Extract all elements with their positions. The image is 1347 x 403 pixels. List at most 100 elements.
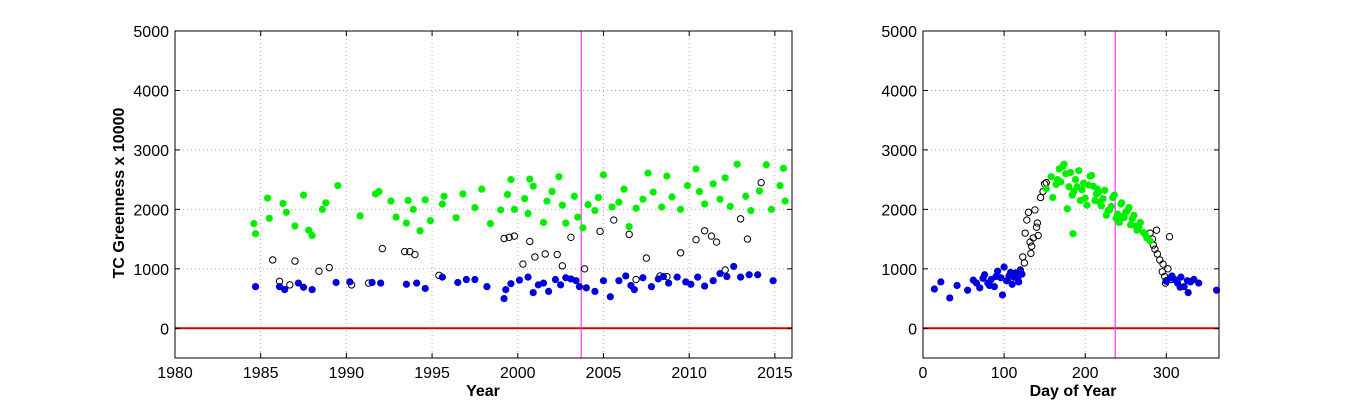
y-tick-label: 2000 <box>881 202 917 219</box>
tick-labels: 1980 1985 1990 1995 2000 2005 2010 2015 0 1000 200… <box>133 24 792 382</box>
data-point-blue <box>251 283 260 291</box>
data-point-open <box>712 238 721 246</box>
data-points <box>930 160 1221 302</box>
data-point-open <box>510 232 519 240</box>
data-point-blue <box>1015 278 1023 286</box>
data-point-green <box>625 223 633 231</box>
data-point-blue <box>606 293 614 301</box>
data-point-green <box>755 187 764 195</box>
x-tick-label: 2000 <box>500 365 536 382</box>
data-point-blue <box>998 291 1007 299</box>
data-point-open <box>325 263 333 272</box>
data-point-green <box>668 193 676 201</box>
data-point-blue <box>462 275 470 284</box>
data-point-blue <box>745 271 753 279</box>
data-point-blue <box>500 294 508 303</box>
data-point-green <box>1079 179 1088 187</box>
y-tick-label: 0 <box>160 321 169 338</box>
data-point-green <box>1042 184 1050 193</box>
data-point-green <box>524 209 532 218</box>
data-point-green <box>1076 196 1084 205</box>
x-tick-label: 0 <box>919 365 928 382</box>
data-point-green <box>584 201 592 209</box>
data-point-green <box>632 204 640 212</box>
data-point-open <box>378 244 387 253</box>
data-point-green <box>416 227 424 235</box>
data-point-blue <box>687 280 695 288</box>
data-point-green <box>548 187 556 196</box>
data-point-green <box>579 224 587 232</box>
data-point-green <box>676 205 685 213</box>
data-point-blue <box>1010 273 1018 281</box>
data-point-blue <box>413 279 421 287</box>
data-point-green <box>663 172 671 180</box>
data-point-green <box>404 196 412 205</box>
data-point-green <box>599 171 608 179</box>
data-point-blue <box>557 281 565 289</box>
data-point-blue <box>1018 270 1026 278</box>
data-point-blue <box>716 269 724 278</box>
y-tick-label: 1000 <box>133 262 169 279</box>
data-point-green <box>291 222 299 230</box>
data-point-open <box>268 256 277 264</box>
data-point-green <box>421 196 429 204</box>
data-point-green <box>1105 206 1114 214</box>
data-point-blue <box>659 272 668 281</box>
axes-box <box>174 30 793 359</box>
data-point-green <box>392 213 400 221</box>
data-point-green <box>570 192 578 200</box>
x-tick-label: 1985 <box>243 365 279 382</box>
x-tick-label: 1990 <box>329 365 365 382</box>
data-point-green <box>716 195 724 203</box>
x-tick-label: 100 <box>991 365 1018 382</box>
data-point-green <box>1047 173 1055 181</box>
data-point-green <box>1118 199 1126 207</box>
data-point-blue <box>769 277 777 285</box>
data-point-open <box>700 227 709 235</box>
data-point-green <box>781 197 789 205</box>
data-point-blue <box>281 286 289 294</box>
y-tick-label: 2000 <box>133 202 169 219</box>
data-point-open <box>1021 229 1029 237</box>
data-point-green <box>1131 222 1140 230</box>
data-point-open <box>625 230 633 239</box>
data-point-green <box>692 165 700 173</box>
data-point-blue <box>299 283 308 291</box>
x-tick-label: 1995 <box>414 365 450 382</box>
data-point-green <box>251 230 260 238</box>
data-point-green <box>639 195 647 203</box>
data-point-green <box>279 199 287 208</box>
data-point-green <box>779 164 788 172</box>
data-point-blue <box>972 279 981 287</box>
y-tick-label: 5000 <box>881 24 917 41</box>
data-point-blue <box>979 274 987 282</box>
data-point-open <box>757 178 765 187</box>
data-point-open <box>1027 242 1036 250</box>
data-point-open <box>315 267 323 275</box>
x-tick-label: 2005 <box>586 365 622 382</box>
data-point-open <box>642 254 651 262</box>
data-point-open <box>286 281 294 289</box>
data-point-open <box>721 266 729 274</box>
data-point-blue <box>368 278 376 287</box>
data-point-blue <box>471 275 479 284</box>
data-point-open <box>291 257 299 265</box>
y-tick-label: 3000 <box>881 143 917 160</box>
data-point-blue <box>665 279 673 287</box>
data-point-green <box>263 194 272 202</box>
data-point-open <box>610 216 618 224</box>
data-point-blue <box>1212 286 1221 294</box>
data-point-open <box>1165 233 1174 241</box>
data-point-open <box>1020 259 1029 267</box>
data-point-open <box>1031 206 1039 214</box>
data-point-blue <box>946 294 954 302</box>
data-point-open <box>411 250 419 259</box>
data-point-green <box>1060 160 1068 168</box>
data-point-green <box>747 206 755 215</box>
data-point-open <box>1023 216 1031 224</box>
data-point-blue <box>736 273 745 281</box>
data-point-blue <box>582 284 590 292</box>
data-point-blue <box>483 283 491 291</box>
